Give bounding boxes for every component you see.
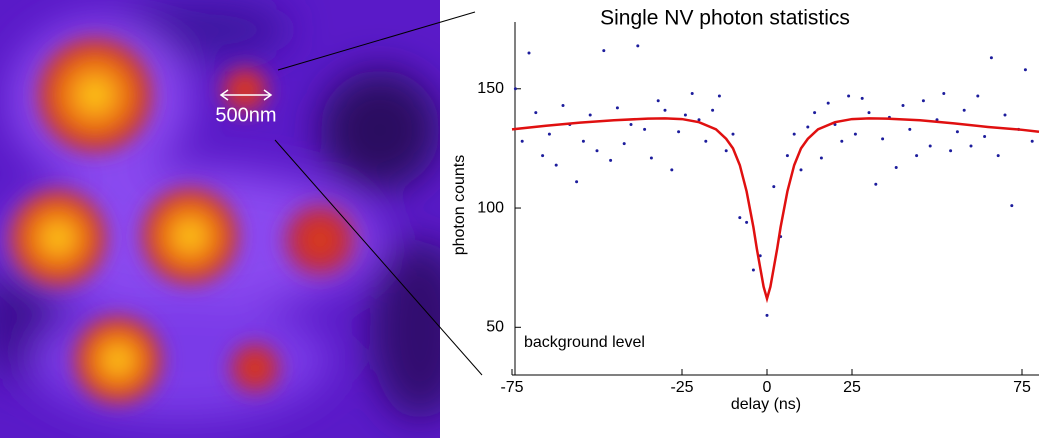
- data-point: [711, 108, 715, 112]
- data-point: [860, 96, 864, 100]
- data-point: [928, 144, 932, 148]
- data-point: [1010, 204, 1014, 208]
- data-point: [677, 130, 681, 134]
- data-point: [867, 111, 871, 115]
- data-point: [1030, 139, 1034, 143]
- data-point: [840, 139, 844, 143]
- data-point: [575, 180, 579, 184]
- scale-label: 500nm: [215, 104, 276, 126]
- data-point: [942, 92, 946, 96]
- data-point: [1003, 113, 1007, 117]
- data-point: [513, 87, 517, 91]
- data-point: [609, 158, 613, 162]
- data-point: [853, 132, 857, 136]
- data-point: [731, 132, 735, 136]
- data-point: [989, 56, 993, 60]
- data-point: [561, 103, 565, 107]
- annotation: background level: [524, 334, 645, 351]
- data-point: [806, 125, 810, 129]
- data-point: [908, 127, 912, 131]
- data-point: [901, 103, 905, 107]
- data-point: [602, 49, 606, 53]
- data-point: [649, 156, 653, 160]
- x-axis-label: delay (ns): [731, 396, 801, 413]
- data-point: [955, 130, 959, 134]
- data-point: [683, 113, 687, 117]
- data-point: [799, 168, 803, 172]
- x-tick-label: 0: [763, 379, 772, 396]
- data-point: [962, 108, 966, 112]
- data-point: [615, 106, 619, 110]
- x-tick-label: 25: [843, 379, 861, 396]
- data-point: [751, 268, 755, 272]
- data-point: [554, 163, 558, 167]
- data-point: [894, 165, 898, 169]
- data-point: [588, 113, 592, 117]
- data-point: [643, 127, 647, 131]
- data-point: [629, 123, 633, 127]
- data-point: [581, 139, 585, 143]
- data-point: [670, 168, 674, 172]
- data-point: [520, 139, 524, 143]
- data-point: [996, 154, 1000, 158]
- y-tick-label: 50: [486, 319, 504, 336]
- data-point: [881, 137, 885, 141]
- data-point: [949, 149, 953, 153]
- data-point: [983, 134, 987, 138]
- data-point: [697, 118, 701, 122]
- data-point: [969, 144, 973, 148]
- data-point: [745, 220, 749, 224]
- data-point: [738, 216, 742, 220]
- data-point: [826, 101, 830, 105]
- data-point: [1023, 68, 1027, 72]
- data-point: [527, 51, 531, 55]
- fit-line: [511, 117, 1040, 304]
- data-point: [547, 132, 551, 136]
- scale-arrows: [219, 89, 273, 101]
- data-point: [690, 92, 694, 96]
- zoom-line: [274, 139, 483, 376]
- data-point: [663, 108, 667, 112]
- x-tick-label: -75: [500, 379, 523, 396]
- data-point: [819, 156, 823, 160]
- data-point: [765, 313, 769, 317]
- data-point: [622, 142, 626, 146]
- x-tick-label: -25: [670, 379, 693, 396]
- data-point: [915, 154, 919, 158]
- data-point: [636, 44, 640, 48]
- fluorescence-image: 500nm: [0, 0, 440, 438]
- data-point: [717, 94, 721, 98]
- y-tick-label: 100: [477, 199, 504, 216]
- data-point: [541, 154, 545, 158]
- data-point: [595, 149, 599, 153]
- data-point: [772, 185, 776, 189]
- data-point: [813, 111, 817, 115]
- data-point: [534, 111, 538, 115]
- data-point: [921, 99, 925, 103]
- data-point: [656, 99, 660, 103]
- data-point: [785, 154, 789, 158]
- data-point: [874, 182, 878, 186]
- data-point: [976, 94, 980, 98]
- data-point: [724, 149, 728, 153]
- data-point: [704, 139, 708, 143]
- data-point: [792, 132, 796, 136]
- data-point: [847, 94, 851, 98]
- zoom-line: [277, 11, 476, 71]
- y-tick-label: 150: [477, 80, 504, 97]
- chart-title: Single NV photon statistics: [600, 7, 850, 30]
- x-tick-label: 75: [1013, 379, 1031, 396]
- y-axis-label: photon counts: [451, 155, 468, 256]
